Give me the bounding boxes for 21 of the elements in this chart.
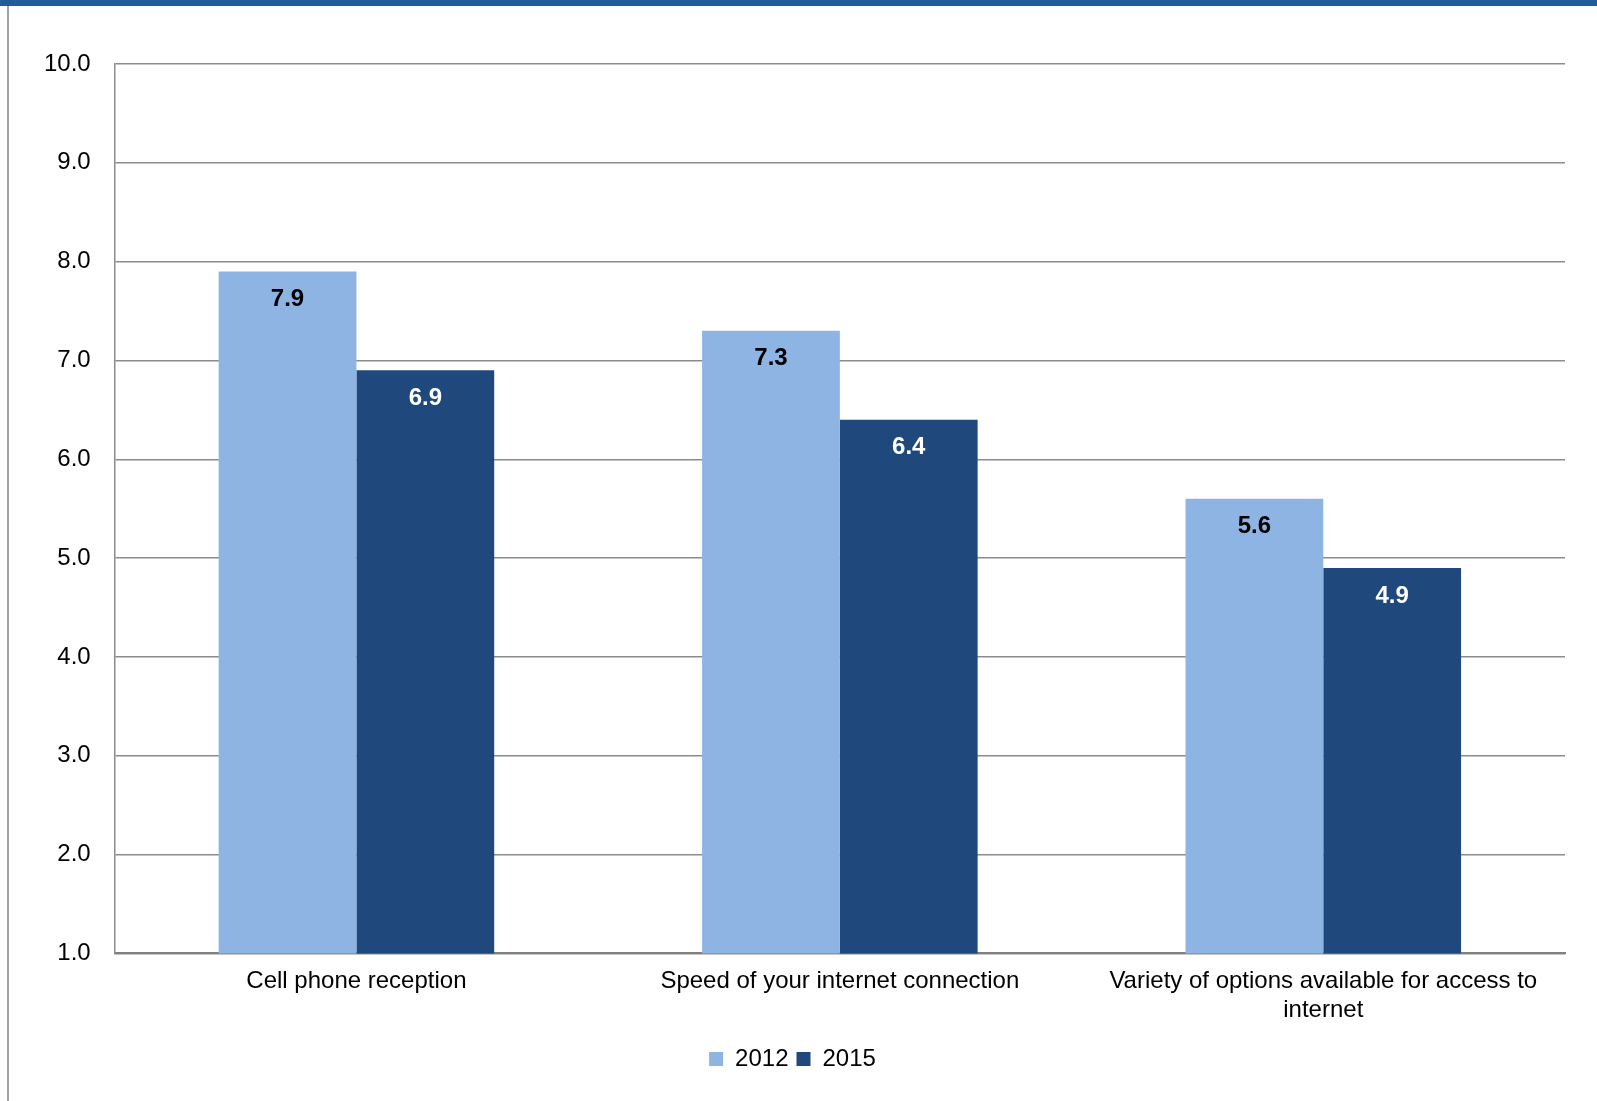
x-tick-label: Speed of your internet connection: [660, 966, 1020, 994]
legend-label: 2015: [822, 1043, 876, 1071]
x-tick-label: Cell phone reception: [246, 966, 467, 994]
y-tick-label: 9.0: [57, 147, 91, 175]
data-label: 7.9: [270, 284, 305, 312]
y-tick-label: 1.0: [57, 938, 91, 966]
data-label: 7.3: [754, 343, 788, 371]
y-tick-label: 6.0: [57, 443, 91, 471]
data-label: 5.6: [1237, 511, 1272, 539]
y-tick-label: 8.0: [57, 246, 91, 274]
y-tick-label: 10.0: [43, 48, 91, 76]
y-tick-label: 7.0: [57, 345, 91, 373]
legend-label: 2012: [735, 1043, 789, 1071]
y-tick-label: 4.0: [57, 641, 91, 669]
x-tick-label: Variety of options available for access to internet: [1109, 966, 1538, 1023]
y-tick-label: 5.0: [57, 542, 91, 570]
data-label: 4.9: [1375, 580, 1409, 608]
data-label: 6.4: [892, 432, 927, 460]
y-tick-label: 3.0: [57, 740, 91, 768]
y-tick-label: 2.0: [57, 839, 91, 867]
data-label: 6.9: [408, 382, 442, 410]
